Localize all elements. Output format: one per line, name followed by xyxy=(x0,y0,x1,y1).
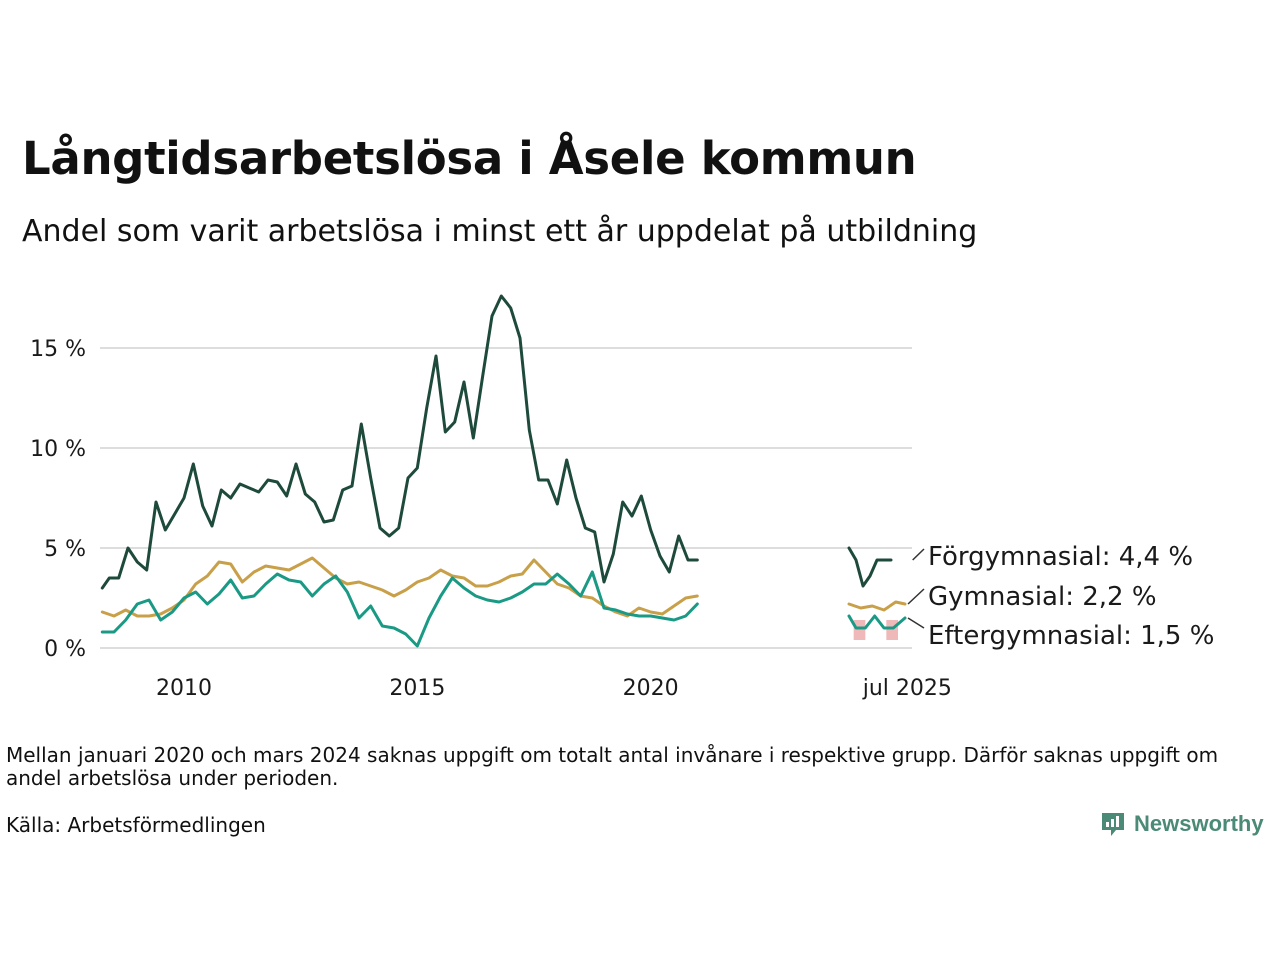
x-tick-label: 2010 xyxy=(156,676,212,701)
series-line-förgymnasial xyxy=(847,546,893,588)
y-tick-label: 5 % xyxy=(44,537,86,562)
x-tick-label: 2020 xyxy=(623,676,679,701)
end-label-gymnasial: Gymnasial: 2,2 % xyxy=(928,582,1157,612)
end-label-eftergymnasial: Eftergymnasial: 1,5 % xyxy=(928,621,1214,651)
line-chart: 0 % 5 % 10 % 15 % 2010 2015 2020 jul 2025 Förg… xyxy=(30,294,1214,701)
series-line-gymnasial xyxy=(847,600,907,612)
x-tick-label: 2015 xyxy=(389,676,445,701)
end-labels: Förgymnasial: 4,4 % Gymnasial: 2,2 % Efter… xyxy=(907,542,1214,651)
chart-title: Långtidsarbetslösa i Åsele kommun xyxy=(22,132,917,185)
missing-data-marker xyxy=(853,620,866,640)
bar-chart-icon xyxy=(1102,813,1124,836)
series-lines xyxy=(100,294,907,648)
end-label-förgymnasial: Förgymnasial: 4,4 % xyxy=(928,542,1193,572)
footnote: Mellan januari 2020 och mars 2024 saknas… xyxy=(6,743,1219,790)
brand-name: Newsworthy xyxy=(1134,811,1264,836)
y-tick-label: 10 % xyxy=(30,437,86,462)
source-text: Källa: Arbetsförmedlingen xyxy=(6,813,266,837)
series-line-eftergymnasial xyxy=(847,614,907,630)
leader-line xyxy=(907,588,925,605)
x-axis-ticks: 2010 2015 2020 jul 2025 xyxy=(156,676,952,701)
missing-data-marker xyxy=(886,620,898,640)
missing-data-markers xyxy=(853,620,898,640)
y-axis-ticks: 0 % 5 % 10 % 15 % xyxy=(30,337,86,662)
series-line-eftergymnasial xyxy=(100,570,699,648)
x-tick-label: jul 2025 xyxy=(862,676,952,701)
chart-subtitle: Andel som varit arbetslösa i minst ett å… xyxy=(22,214,978,249)
series-line-förgymnasial xyxy=(100,294,699,590)
y-tick-label: 0 % xyxy=(44,637,86,662)
newsworthy-logo[interactable]: Newsworthy xyxy=(1100,808,1264,840)
y-tick-label: 15 % xyxy=(30,337,86,362)
leader-line xyxy=(907,617,925,629)
gridlines xyxy=(100,347,912,649)
leader-line xyxy=(912,548,925,561)
series-line-gymnasial xyxy=(100,556,699,618)
